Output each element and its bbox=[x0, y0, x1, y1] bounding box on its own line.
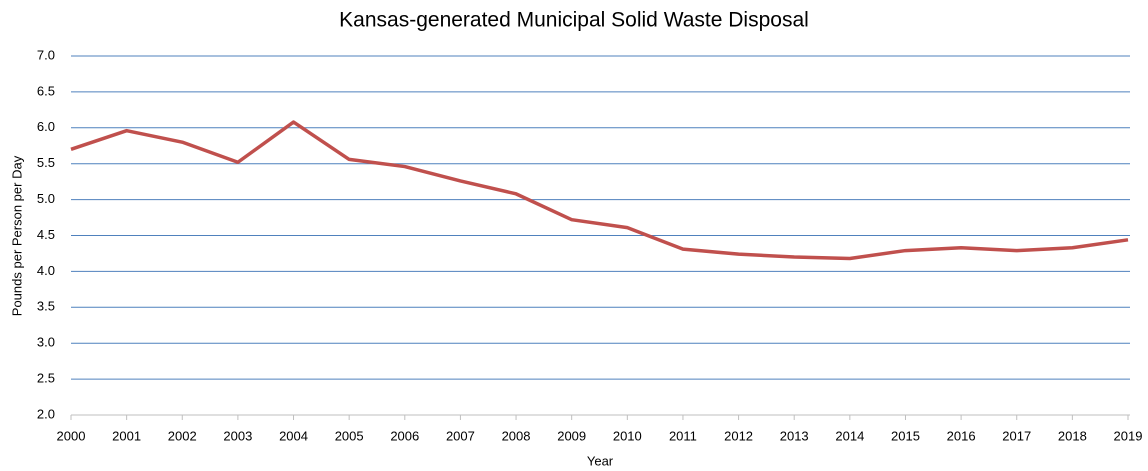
y-tick-label: 2.5 bbox=[37, 371, 55, 386]
data-line bbox=[70, 120, 1129, 261]
y-tick-label: 3.5 bbox=[37, 299, 55, 314]
x-tick-label: 2012 bbox=[724, 428, 753, 443]
y-tick-label: 2.0 bbox=[37, 406, 55, 421]
chart-title: Kansas-generated Municipal Solid Waste D… bbox=[339, 9, 809, 32]
y-axis-label: Pounds per Person per Day bbox=[9, 155, 24, 316]
x-tick-label: 2005 bbox=[335, 428, 364, 443]
x-tick-label: 2000 bbox=[57, 428, 86, 443]
x-tick-label: 2018 bbox=[1058, 428, 1087, 443]
x-tick-label: 2015 bbox=[891, 428, 920, 443]
y-tick-label: 5.0 bbox=[37, 191, 55, 206]
x-tick-label: 2003 bbox=[223, 428, 252, 443]
x-tick-label: 2019 bbox=[1114, 428, 1143, 443]
x-tick-label: 2006 bbox=[390, 428, 419, 443]
x-tick-label: 2007 bbox=[446, 428, 475, 443]
y-tick-label: 3.0 bbox=[37, 335, 55, 350]
x-tick-label: 2013 bbox=[780, 428, 809, 443]
y-tick-label: 6.0 bbox=[37, 119, 55, 134]
x-tick-label: 2002 bbox=[168, 428, 197, 443]
y-tick-label: 7.0 bbox=[37, 47, 55, 62]
y-tick-label: 6.5 bbox=[37, 83, 55, 98]
x-tick-label: 2010 bbox=[613, 428, 642, 443]
x-tick-label: 2011 bbox=[669, 428, 697, 443]
x-tick-label: 2004 bbox=[279, 428, 308, 443]
x-tick-label: 2014 bbox=[835, 428, 864, 443]
y-tick-label: 4.5 bbox=[37, 227, 55, 242]
x-tick-label: 2016 bbox=[947, 428, 976, 443]
x-tick-label: 2008 bbox=[502, 428, 531, 443]
x-axis-label: Year bbox=[587, 453, 614, 468]
y-tick-label: 4.0 bbox=[37, 263, 55, 278]
x-tick-label: 2001 bbox=[112, 428, 141, 443]
x-tick-label: 2009 bbox=[557, 428, 586, 443]
y-tick-label: 5.5 bbox=[37, 155, 55, 170]
x-tick-label: 2017 bbox=[1002, 428, 1031, 443]
